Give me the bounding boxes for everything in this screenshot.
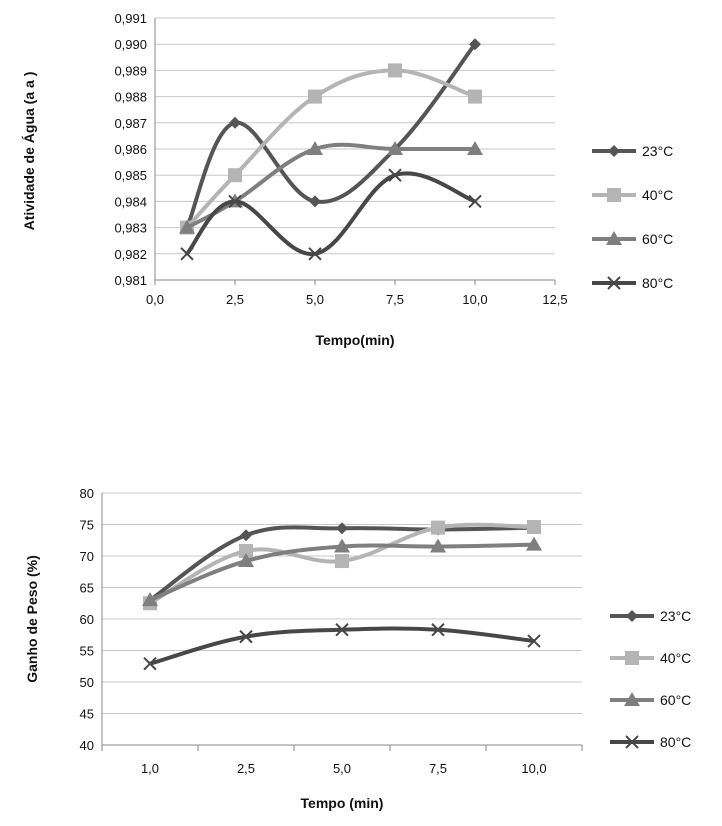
x-tick-label: 2,5 (226, 292, 244, 307)
y-tick-label: 45 (80, 707, 94, 722)
x-tick-label: 7,5 (429, 761, 447, 776)
series-3-point-2 (308, 247, 322, 261)
legend-label-3: 80°C (642, 275, 673, 291)
y-tick-label: 0,984 (114, 194, 147, 209)
series-3-point-1 (239, 629, 253, 644)
y-axis-title: Ganho de Peso (%) (24, 555, 40, 683)
x-tick-label: 12,5 (542, 292, 567, 307)
series-2-point-4 (467, 141, 483, 155)
series-3-point-2 (335, 623, 349, 637)
series-2-point-4 (526, 536, 542, 551)
series-2-point-2 (307, 141, 323, 155)
y-tick-label: 0,986 (114, 142, 147, 157)
series-1-point-1 (239, 543, 253, 558)
x-tick-label: 0,0 (146, 292, 164, 307)
legend-label-1: 40°C (642, 187, 673, 203)
legend-marker-0 (608, 145, 620, 157)
y-tick-label: 0,982 (114, 247, 147, 262)
x-tick-label: 5,0 (306, 292, 324, 307)
x-tick-label: 7,5 (386, 292, 404, 307)
series-1-point-2 (335, 554, 349, 569)
y-tick-label: 50 (80, 675, 94, 690)
series-2-point-2 (334, 538, 350, 553)
legend-marker-1 (607, 188, 621, 202)
series-1-point-2 (308, 89, 322, 104)
series-1-point-4 (468, 89, 482, 104)
y-tick-label: 0,989 (114, 63, 147, 78)
y-axis-title: Atividade de Água (a a ) (21, 72, 37, 231)
y-tick-label: 80 (80, 486, 94, 501)
series-3-point-0 (180, 247, 194, 261)
series-2-point-3 (387, 141, 403, 155)
series-3-point-1 (228, 194, 242, 209)
y-tick-label: 60 (80, 612, 94, 627)
series-2-point-3 (430, 538, 446, 553)
series-line-3 (149, 626, 535, 666)
series-1-point-3 (431, 520, 445, 535)
series-0-point-2 (309, 195, 321, 208)
series-0-point-1 (240, 529, 252, 542)
series-3-point-4 (527, 634, 541, 648)
y-tick-label: 55 (80, 644, 94, 659)
legend-label-0: 23°C (660, 608, 691, 624)
x-tick-label: 10,0 (521, 761, 546, 776)
y-tick-label: 70 (80, 549, 94, 564)
legend-label-1: 40°C (660, 650, 691, 666)
x-tick-label: 2,5 (237, 761, 255, 776)
y-tick-label: 0,981 (114, 273, 147, 288)
series-3-point-0 (143, 657, 157, 671)
series-3-point-3 (388, 168, 402, 182)
y-tick-label: 0,985 (114, 168, 147, 183)
series-0-point-1 (229, 116, 241, 129)
series-3-point-4 (468, 194, 482, 209)
legend-marker-3 (625, 735, 639, 749)
series-1-point-4 (527, 520, 541, 535)
legend-marker-1 (625, 651, 639, 665)
legend-label-0: 23°C (642, 143, 673, 159)
y-tick-label: 0,983 (114, 221, 147, 236)
series-line-3 (185, 171, 476, 256)
legend-label-2: 60°C (642, 231, 673, 247)
y-tick-label: 0,990 (114, 37, 147, 52)
series-0-point-4 (469, 38, 481, 51)
x-tick-label: 1,0 (141, 761, 159, 776)
legend-marker-2 (624, 692, 640, 706)
x-tick-label: 10,0 (462, 292, 487, 307)
series-3-point-3 (431, 623, 445, 637)
series-0-point-2 (336, 522, 348, 535)
legend-marker-3 (607, 276, 621, 290)
water-activity-chart: 0,981 0,982 0,983 0,984 0,985 0,986 0,987 0,988… (21, 11, 673, 348)
series-1-point-1 (228, 168, 242, 183)
x-tick-label: 5,0 (333, 761, 351, 776)
y-tick-label: 65 (80, 581, 94, 596)
y-tick-label: 40 (80, 738, 94, 753)
series-line-2 (149, 542, 535, 602)
y-tick-label: 0,987 (114, 116, 147, 131)
x-axis-title: Tempo(min) (315, 332, 394, 348)
x-axis-title: Tempo (min) (301, 795, 384, 811)
series-2-point-0 (142, 592, 158, 607)
series-2-point-0 (179, 219, 195, 234)
y-tick-label: 75 (80, 518, 94, 533)
legend-label-3: 80°C (660, 734, 691, 750)
series-1-point-3 (388, 63, 402, 78)
series-line-2 (186, 142, 475, 230)
legend-label-2: 60°C (660, 692, 691, 708)
weight-gain-chart: 40 45 50 55 60 65 70 75 80 1,0 2,5 5,0 7,5 10,0 Tempo … (24, 486, 691, 811)
y-tick-label: 0,988 (114, 90, 147, 105)
y-tick-label: 0,991 (114, 11, 147, 26)
series-2-point-1 (238, 553, 254, 568)
legend-marker-2 (606, 231, 622, 245)
legend-marker-0 (626, 610, 638, 622)
